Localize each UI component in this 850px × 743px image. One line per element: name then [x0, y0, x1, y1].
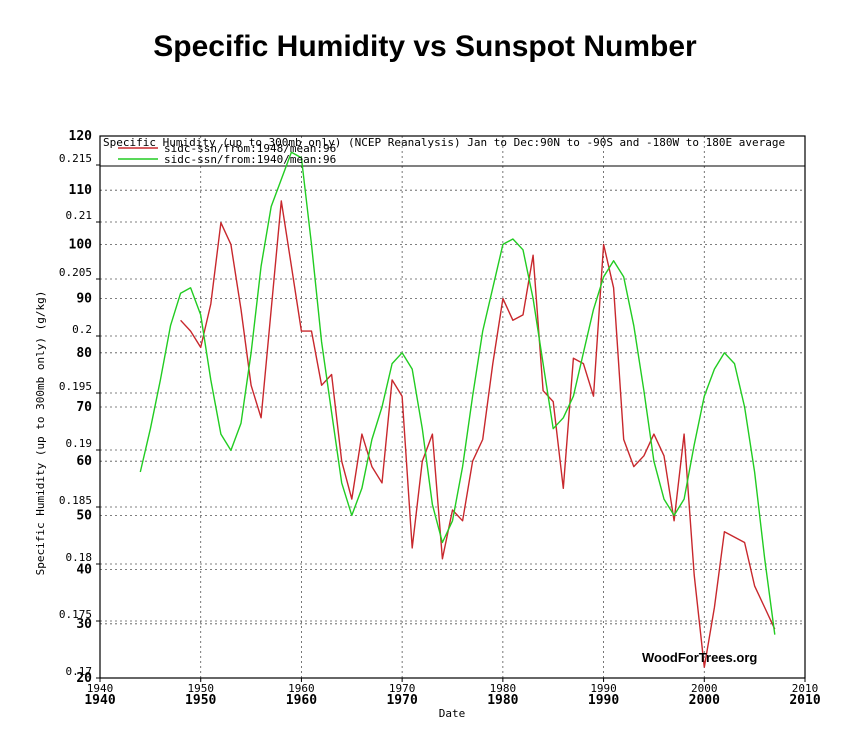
x-tick-label: 1970: [386, 693, 417, 708]
x-tick-label: 1990: [588, 693, 619, 708]
x-tick-label: 1950: [185, 693, 216, 708]
x-tick-label-small: 2000: [691, 682, 718, 695]
x-tick-label: 2000: [689, 693, 720, 708]
y-tick-label-humidity: 0.185: [59, 494, 92, 507]
x-tick-label-small: 2010: [792, 682, 819, 695]
legend: sidc-ssn/from:1948/mean:96sidc-ssn/from:…: [118, 142, 336, 166]
y-tick-label-humidity: 0.175: [59, 608, 92, 621]
y-axis-label: Specific Humidity (up to 300mb only) (g/…: [34, 291, 47, 576]
y-tick-label-humidity: 0.2: [72, 323, 92, 336]
y-tick-label-humidity: 0.195: [59, 380, 92, 393]
x-tick-label: 2010: [789, 693, 820, 708]
x-tick-label-small: 1990: [590, 682, 617, 695]
y-tick-label-humidity: 0.18: [66, 551, 93, 564]
legend-label: sidc-ssn/from:1948/mean:96: [164, 142, 336, 155]
y-tick-label-ssn: 50: [76, 508, 92, 523]
chart-header: Specific Humidity (up to 300mb only) (NC…: [103, 136, 785, 149]
plot-frame: [99, 135, 806, 679]
grid: [96, 136, 806, 682]
y-tick-label-humidity: 0.215: [59, 152, 92, 165]
x-tick-label-small: 1950: [187, 682, 214, 695]
x-axis-label: Date: [439, 707, 466, 720]
y-tick-label-ssn: 60: [76, 454, 92, 469]
y-tick-label-humidity: 0.19: [66, 437, 93, 450]
x-tick-label: 1980: [487, 693, 518, 708]
legend-label: sidc-ssn/from:1940/mean:96: [164, 153, 336, 166]
y-tick-label-ssn: 20: [76, 671, 92, 686]
x-tick-label-small: 1970: [389, 682, 416, 695]
watermark: WoodForTrees.org: [642, 650, 757, 665]
series-line-1: [180, 200, 776, 668]
y-tick-label-humidity: 0.21: [66, 209, 93, 222]
y-tick-label-ssn: 120: [69, 129, 93, 144]
series-layer: [139, 151, 776, 668]
page-title: Specific Humidity vs Sunspot Number: [153, 30, 697, 63]
y-tick-label-ssn: 70: [76, 400, 92, 415]
y-tick-label-ssn: 110: [69, 183, 93, 198]
x-tick-label: 1940: [84, 693, 115, 708]
y-tick-label-ssn: 90: [76, 292, 92, 307]
y-tick-label-humidity: 0.205: [59, 266, 92, 279]
y-tick-label-ssn: 100: [69, 237, 93, 252]
y-tick-label-ssn: 30: [76, 617, 92, 632]
y-tick-label-ssn: 40: [76, 563, 92, 578]
x-tick-label-small: 1940: [87, 682, 114, 695]
y-tick-label-ssn: 80: [76, 346, 92, 361]
x-tick-label-small: 1960: [288, 682, 315, 695]
series-line-2: [139, 151, 776, 635]
x-tick-label-small: 1980: [490, 682, 517, 695]
x-tick-label: 1960: [286, 693, 317, 708]
y-tick-label-humidity: 0.17: [66, 665, 93, 678]
